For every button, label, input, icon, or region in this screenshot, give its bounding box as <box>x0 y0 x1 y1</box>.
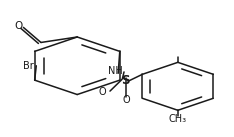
Text: NH: NH <box>108 66 123 76</box>
Text: O: O <box>122 95 130 105</box>
Text: CH₃: CH₃ <box>169 114 187 124</box>
Text: O: O <box>99 87 106 97</box>
Text: O: O <box>14 21 22 31</box>
Text: Br: Br <box>23 61 33 71</box>
Text: S: S <box>121 74 129 87</box>
